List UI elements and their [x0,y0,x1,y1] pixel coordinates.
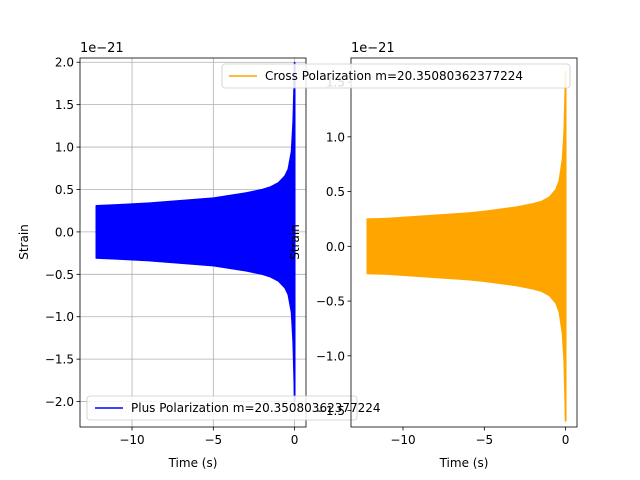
y-tick-label: 2.0 [55,56,74,70]
y-tick-label: −0.5 [316,295,345,309]
x-axis-label: Time (s) [168,456,218,470]
x-axis-label: Time (s) [439,456,489,470]
legend: Cross Polarization m=20.35080362377224 [222,64,570,88]
y-tick-label: −1.5 [45,353,74,367]
y-axis-label: Strain [17,224,31,260]
y-tick-label: 0.5 [55,183,74,197]
x-tick-label: 0 [562,433,570,447]
y-tick-label: −1.0 [316,349,345,363]
y-offset-label: 1e−21 [351,41,395,56]
y-tick-label: −1.5 [316,404,345,418]
x-tick-label: −5 [475,433,493,447]
y-tick-label: 1.5 [55,98,74,112]
y-tick-label: 1.0 [326,130,345,144]
x-tick-label: −10 [390,433,415,447]
y-tick-label: −0.5 [45,268,74,282]
x-tick-label: −5 [204,433,222,447]
x-tick-label: −10 [119,433,144,447]
legend-label-cross: Cross Polarization m=20.35080362377224 [265,69,523,83]
y-axis-label: Strain [288,224,302,260]
y-tick-label: −2.0 [45,395,74,409]
y-tick-label: −1.0 [45,310,74,324]
y-tick-label: 0.5 [326,185,345,199]
y-tick-label: 0.0 [55,225,74,239]
x-tick-label: 0 [291,433,299,447]
y-offset-label: 1e−21 [80,41,124,56]
y-tick-label: 1.0 [55,141,74,155]
y-tick-label: 0.0 [326,240,345,254]
